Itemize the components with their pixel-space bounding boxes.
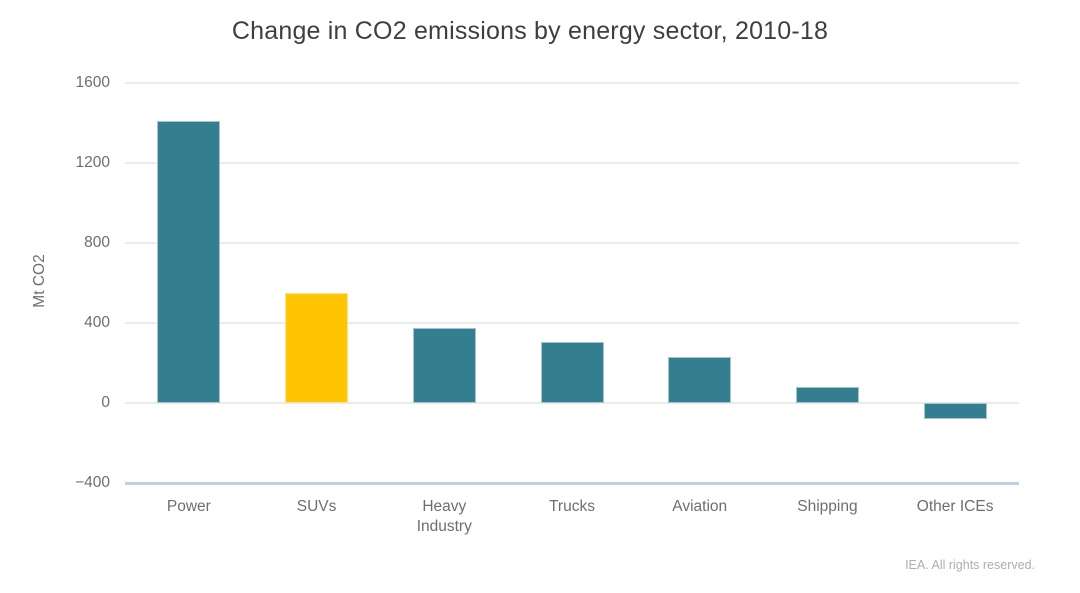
bar-aviation[interactable]	[668, 357, 732, 403]
bar-power[interactable]	[157, 121, 221, 403]
gridline-400	[125, 322, 1019, 324]
x-label-heavy-industry: Heavy Industry	[416, 498, 472, 535]
copyright-note: IEA. All rights reserved.	[905, 558, 1035, 572]
chart-title: Change in CO2 emissions by energy sector…	[231, 17, 829, 45]
bar-shipping[interactable]	[795, 387, 859, 403]
bar-trucks[interactable]	[540, 342, 604, 403]
bar-other-ices[interactable]	[923, 403, 987, 419]
x-label-power: Power	[166, 498, 211, 515]
bar-suvs[interactable]	[285, 293, 349, 403]
gridline-1200	[125, 162, 1019, 164]
x-axis-line	[125, 482, 1019, 485]
x-label-suvs: SUVs	[296, 498, 337, 515]
gridline-0	[125, 402, 1019, 404]
y-tick-label--400: −400	[75, 474, 110, 491]
x-label-other-ices: Other ICEs	[916, 498, 994, 515]
y-tick-label-400: 400	[84, 314, 110, 331]
y-tick-label-800: 800	[84, 234, 110, 251]
gridline-1600	[125, 82, 1019, 84]
bar-heavy-industry[interactable]	[412, 328, 476, 403]
x-label-shipping: Shipping	[797, 498, 858, 515]
x-label-trucks: Trucks	[549, 498, 595, 515]
x-label-aviation: Aviation	[672, 498, 728, 515]
gridline-800	[125, 242, 1019, 244]
y-tick-label-1200: 1200	[75, 154, 110, 171]
y-axis-title: Mt CO2	[31, 254, 48, 308]
y-tick-label-1600: 1600	[75, 74, 110, 91]
y-tick-label-0: 0	[101, 394, 110, 411]
